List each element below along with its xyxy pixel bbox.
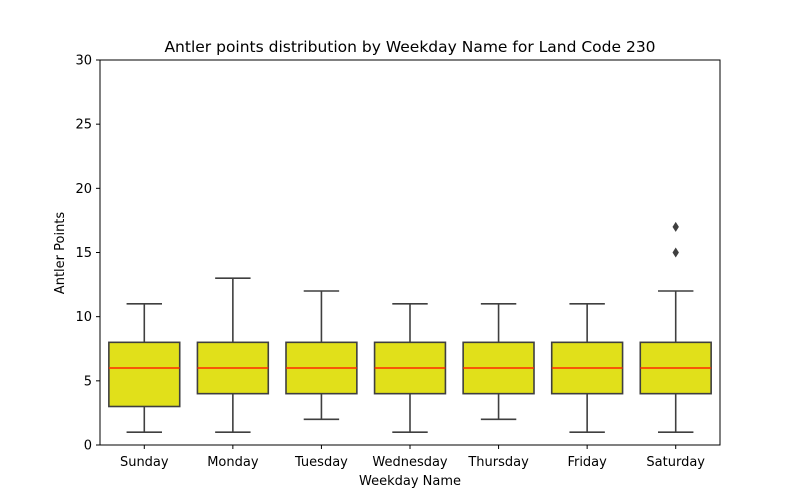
y-tick-label: 10 — [75, 310, 92, 325]
y-tick-label: 25 — [75, 118, 92, 133]
x-tick-label: Tuesday — [294, 455, 348, 470]
outlier-point — [672, 221, 679, 232]
y-tick-label: 20 — [75, 182, 92, 197]
x-tick-label: Saturday — [646, 455, 705, 470]
x-axis-title: Weekday Name — [359, 474, 461, 489]
x-tick-label: Sunday — [120, 455, 169, 470]
y-axis-title: Antler Points — [53, 212, 68, 295]
box — [108, 341, 181, 408]
x-tick-label: Monday — [207, 455, 259, 470]
x-tick-label: Thursday — [467, 455, 529, 470]
y-tick-label: 15 — [75, 246, 92, 261]
y-tick-label: 0 — [84, 439, 92, 454]
y-tick-label: 5 — [84, 374, 92, 389]
outlier-point — [672, 247, 679, 258]
plot-area: 0 5 10 15 20 25 30 Sunday Monday Tuesday Wednesday… — [75, 54, 721, 470]
x-tick-label: Wednesday — [372, 455, 448, 470]
plot-frame — [99, 59, 721, 446]
chart-title: Antler points distribution by Weekday Na… — [164, 38, 655, 56]
x-tick-label: Friday — [567, 455, 607, 470]
y-tick-label: 30 — [75, 54, 92, 69]
